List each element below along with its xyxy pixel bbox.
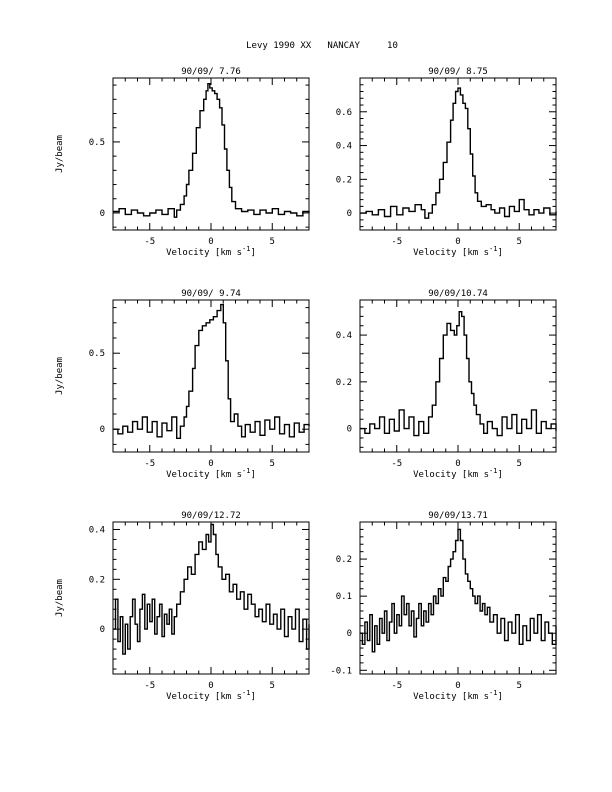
y-tick-label: 0.2 bbox=[336, 555, 352, 565]
y-tick-label: 0 bbox=[347, 425, 352, 435]
spectrum-panel: -5 0 5 0 0.5 90/09/ 7.76 Velocity [km s-1] Jy/b… bbox=[55, 67, 310, 258]
spectrum-panel: -5 0 5 -0.1 0 0.1 0.2 90/09/13.71 Velocity [km s… bbox=[330, 511, 557, 702]
y-tick-label: 0 bbox=[100, 209, 105, 219]
spectrum-line bbox=[360, 311, 557, 437]
x-axis-label: Velocity [km s-1] bbox=[413, 467, 503, 480]
figure-supertitle: Levy 1990 XX NANCAY 10 bbox=[246, 41, 398, 51]
plot-frame bbox=[359, 521, 557, 675]
panel-title: 90/09/ 7.76 bbox=[181, 67, 241, 77]
x-tick-label: -5 bbox=[391, 237, 402, 247]
panels: -5 0 5 0 0.5 90/09/ 7.76 Velocity [km s-1] Jy/b… bbox=[55, 67, 557, 702]
y-tick-label: 0.6 bbox=[336, 108, 352, 118]
x-axis-label: Velocity [km s-1] bbox=[166, 467, 256, 480]
x-tick-label: 5 bbox=[517, 459, 522, 469]
x-tick-label: 5 bbox=[270, 681, 275, 691]
x-axis-label: Velocity [km s-1] bbox=[166, 689, 256, 702]
x-tick-label: -5 bbox=[391, 681, 402, 691]
y-tick-label: 0.4 bbox=[336, 331, 352, 341]
x-tick-label: 5 bbox=[270, 237, 275, 247]
x-tick-label: 5 bbox=[270, 459, 275, 469]
y-tick-label: 0 bbox=[100, 425, 105, 435]
y-axis-label: Jy/beam bbox=[55, 135, 65, 173]
y-axis-label: Jy/beam bbox=[55, 357, 65, 395]
y-tick-label: 0.1 bbox=[336, 592, 352, 602]
spectrum-panel: -5 0 5 0 0.2 0.4 90/09/10.74 Velocity [km s-1] bbox=[336, 289, 557, 480]
y-tick-label: 0.4 bbox=[89, 525, 105, 535]
x-tick-label: 5 bbox=[517, 681, 522, 691]
x-tick-label: 0 bbox=[455, 681, 460, 691]
y-tick-label: 0.5 bbox=[89, 138, 105, 148]
spectrum-line bbox=[360, 528, 557, 653]
spectrum-panel: -5 0 5 0 0.2 0.4 90/09/12.72 Velocity [km s-1] J… bbox=[55, 511, 310, 702]
y-tick-label: -0.1 bbox=[330, 666, 352, 676]
panel-title: 90/09/ 9.74 bbox=[181, 289, 241, 299]
plot-frame bbox=[359, 77, 557, 231]
y-tick-label: 0.2 bbox=[89, 575, 105, 585]
x-tick-label: -5 bbox=[144, 681, 155, 691]
spectrum-panel: -5 0 5 0 0.2 0.4 0.6 90/09/ 8.75 Velocity [km s-… bbox=[336, 67, 557, 258]
y-tick-label: 0 bbox=[100, 625, 105, 635]
y-tick-label: 0 bbox=[347, 209, 352, 219]
panel-title: 90/09/10.74 bbox=[428, 289, 488, 299]
y-tick-label: 0.2 bbox=[336, 175, 352, 185]
x-tick-label: 0 bbox=[208, 237, 213, 247]
panel-title: 90/09/13.71 bbox=[428, 511, 488, 521]
x-axis-label: Velocity [km s-1] bbox=[166, 245, 256, 258]
y-tick-label: 0 bbox=[347, 629, 352, 639]
spectrum-line bbox=[113, 523, 310, 655]
panel-title: 90/09/12.72 bbox=[181, 511, 241, 521]
x-tick-label: 0 bbox=[208, 681, 213, 691]
x-tick-label: 0 bbox=[208, 459, 213, 469]
panel-title: 90/09/ 8.75 bbox=[428, 67, 488, 77]
x-tick-label: 0 bbox=[455, 459, 460, 469]
spectrum-line bbox=[113, 303, 310, 439]
x-tick-label: 5 bbox=[517, 237, 522, 247]
spectrum-panel: -5 0 5 0 0.5 90/09/ 9.74 Velocity [km s-1] Jy/b… bbox=[55, 289, 310, 480]
x-tick-label: -5 bbox=[391, 459, 402, 469]
x-axis-label: Velocity [km s-1] bbox=[413, 245, 503, 258]
y-tick-label: 0.2 bbox=[336, 378, 352, 388]
y-tick-label: 0.4 bbox=[336, 142, 352, 152]
y-axis-label: Jy/beam bbox=[55, 579, 65, 617]
spectrum-line bbox=[113, 83, 310, 218]
y-tick-label: 0.5 bbox=[89, 349, 105, 359]
x-tick-label: 0 bbox=[455, 237, 460, 247]
x-tick-label: -5 bbox=[144, 459, 155, 469]
x-tick-label: -5 bbox=[144, 237, 155, 247]
plot-frame bbox=[112, 77, 310, 231]
x-axis-label: Velocity [km s-1] bbox=[413, 689, 503, 702]
spectrum-line bbox=[360, 87, 557, 219]
